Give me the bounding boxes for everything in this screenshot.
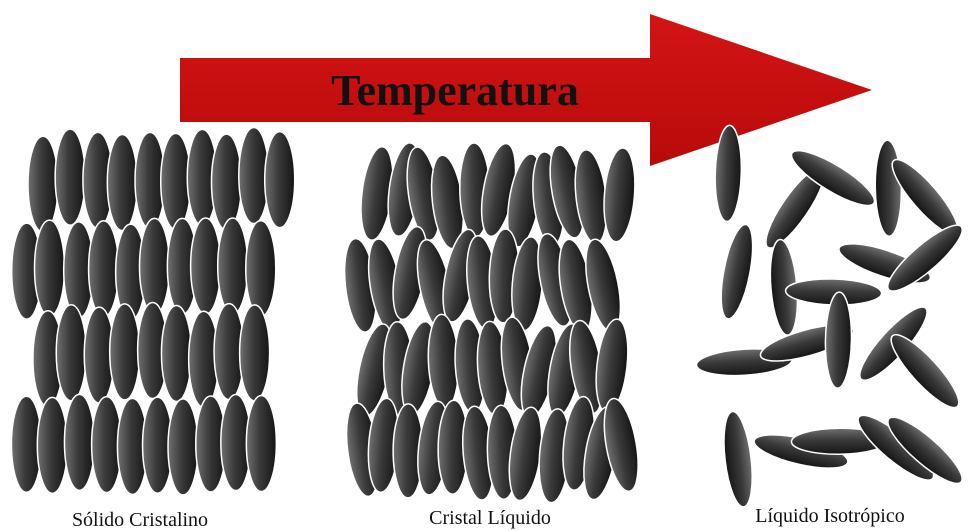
molecule [790, 149, 876, 207]
molecule [138, 217, 171, 316]
phase-label: Cristal Líquido [429, 507, 551, 529]
molecule [603, 397, 639, 493]
phase-label: Líquido Isotrópico [755, 505, 904, 527]
molecule [108, 303, 141, 401]
molecule [245, 394, 278, 493]
molecule [27, 135, 59, 233]
phase-label: Sólido Cristalino [72, 509, 208, 531]
molecule [216, 217, 249, 315]
molecule [874, 139, 903, 237]
molecule [887, 416, 963, 485]
arrow-label: Temperatura [331, 66, 579, 115]
molecule [63, 393, 96, 492]
molecule [210, 133, 243, 231]
temperature-arrow [180, 14, 872, 166]
molecules [10, 124, 964, 508]
molecule [886, 224, 964, 292]
molecule [160, 304, 193, 403]
molecule [263, 130, 296, 229]
molecule [36, 396, 69, 495]
molecule [159, 132, 192, 231]
molecule [238, 304, 271, 402]
molecule [54, 128, 86, 226]
molecule [87, 220, 120, 318]
molecule [720, 223, 754, 320]
molecule [890, 333, 960, 409]
molecule [603, 147, 636, 243]
molecule [106, 133, 139, 232]
molecule [55, 303, 87, 402]
molecule [33, 219, 66, 317]
molecule [189, 217, 222, 315]
molecule [167, 398, 199, 496]
molecule [244, 219, 277, 318]
molecule [723, 410, 753, 508]
molecule [824, 291, 853, 389]
molecule [714, 124, 743, 223]
